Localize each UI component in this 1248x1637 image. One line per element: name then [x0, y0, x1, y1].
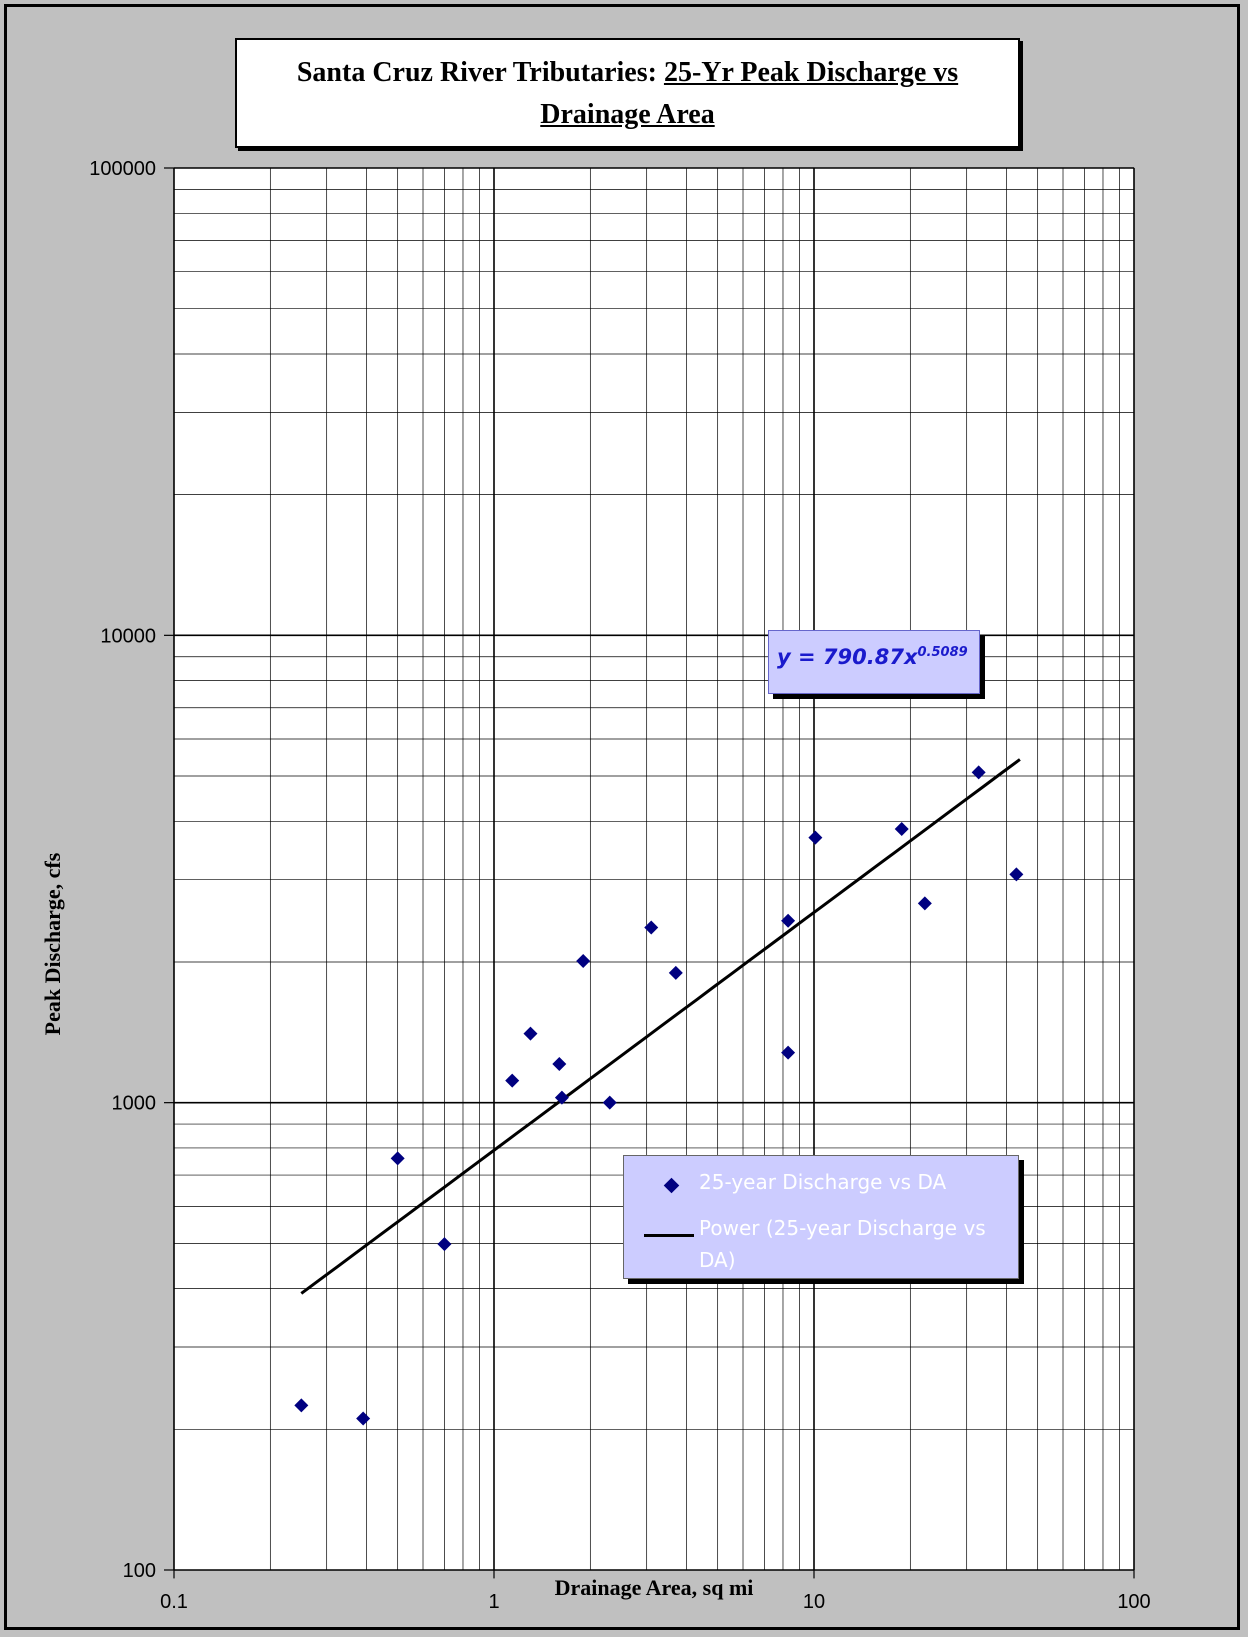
data-point — [552, 1056, 567, 1071]
legend: 25-year Discharge vs DA Power (25-year D… — [623, 1155, 1019, 1279]
data-points — [294, 765, 1024, 1426]
data-point — [808, 830, 823, 845]
y-tick-label: 100 — [123, 1560, 156, 1582]
data-point — [602, 1095, 617, 1110]
data-point — [523, 1026, 538, 1041]
data-point — [576, 953, 591, 968]
title-part-1: Santa Cruz River Tributaries: — [296, 57, 664, 88]
data-point — [1009, 867, 1024, 882]
grid-lines — [164, 168, 1134, 1578]
data-point — [781, 1045, 796, 1060]
y-tick-label: 1000 — [112, 1093, 157, 1115]
x-axis-label: Drainage Area, sq mi — [555, 1575, 754, 1600]
equation-text: y = 790.87x0.5089 — [777, 645, 968, 669]
title-part-3: Drainage Area — [540, 99, 715, 130]
x-tick-label: 1 — [488, 1591, 499, 1613]
diamond-marker-icon — [663, 1177, 680, 1194]
data-point — [781, 913, 796, 928]
data-point — [668, 965, 683, 980]
chart-frame — [4, 4, 1240, 1630]
data-point — [294, 1398, 309, 1413]
legend-label-points: 25-year Discharge vs DA — [699, 1170, 947, 1194]
data-point — [390, 1151, 405, 1166]
equation-exponent: 0.5089 — [917, 645, 968, 660]
trendline — [301, 759, 1020, 1293]
equation-base: y = 790.87x — [777, 645, 918, 669]
data-point — [505, 1073, 520, 1088]
title-part-2: 25-Yr Peak Discharge vs — [663, 57, 959, 88]
legend-label-trendline: Power (25-year Discharge vs DA) — [699, 1216, 986, 1272]
x-tick-label: 100 — [1117, 1591, 1150, 1613]
chart-title: Santa Cruz River Tributaries: 25-Yr Peak… — [235, 38, 1020, 148]
data-point — [356, 1411, 371, 1426]
tick-labels: 100 1000 10000 100000 0.1 1 10 100 — [89, 158, 1150, 1613]
data-point — [554, 1090, 569, 1105]
data-point — [644, 920, 659, 935]
y-tick-label: 10000 — [100, 625, 156, 647]
y-tick-label: 100000 — [89, 158, 156, 180]
data-point — [437, 1237, 452, 1252]
y-axis-label: Peak Discharge, cfs — [40, 852, 65, 1035]
line-marker-icon — [644, 1234, 694, 1237]
plot-frame — [174, 168, 1134, 1570]
x-tick-label: 10 — [803, 1591, 825, 1613]
data-point — [917, 896, 932, 911]
equation-box: y = 790.87x0.5089 — [768, 630, 980, 694]
data-point — [894, 822, 909, 837]
plot-area — [174, 168, 1134, 1570]
data-point — [971, 765, 986, 780]
x-tick-label: 0.1 — [160, 1591, 188, 1613]
trendline-path — [301, 759, 1020, 1293]
